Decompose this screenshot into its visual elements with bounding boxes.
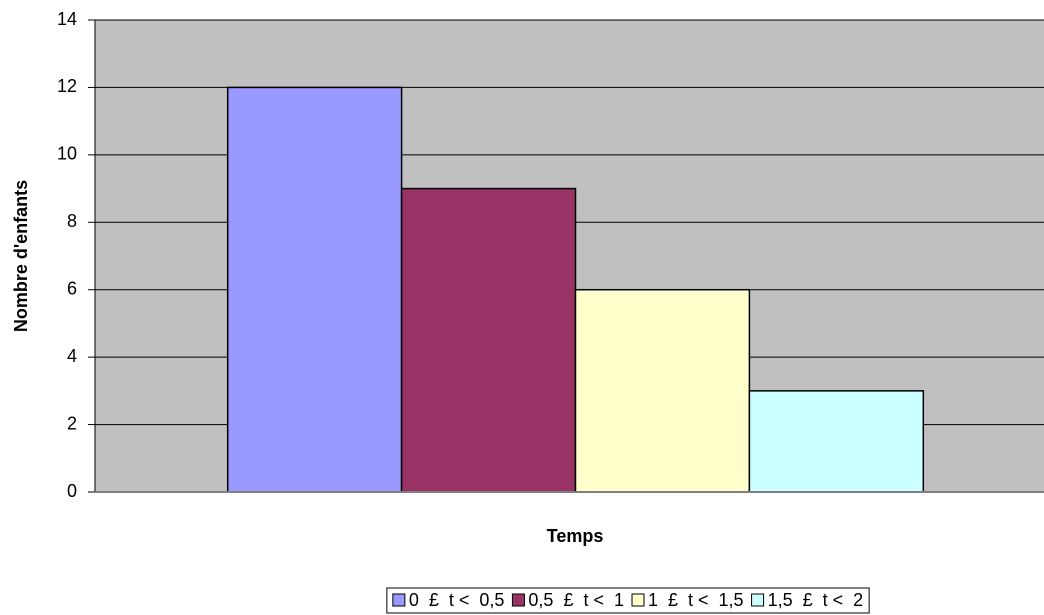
bar	[400, 187, 577, 493]
y-axis-label: Nombre d'enfants	[11, 180, 31, 332]
bar	[748, 390, 925, 493]
legend-label: 1,5 £ t < 2	[768, 590, 864, 610]
legend-label: 0,5 £ t < 1	[528, 590, 624, 610]
y-tick-label: 8	[67, 211, 77, 231]
y-tick-label: 10	[57, 144, 77, 164]
legend-swatch	[511, 593, 525, 607]
bar	[574, 288, 751, 493]
legend-swatch	[631, 593, 645, 607]
legend-label: 0 £ t < 0,5	[409, 590, 505, 610]
y-tick-label: 2	[67, 413, 77, 433]
y-tick-label: 6	[67, 278, 77, 298]
y-tick-label: 12	[57, 76, 77, 96]
legend-swatch	[751, 593, 765, 607]
y-tick-label: 0	[67, 481, 77, 501]
y-tick-label: 14	[57, 9, 77, 29]
y-tick-label: 4	[67, 346, 77, 366]
legend-box	[386, 587, 870, 614]
legend-label: 1 £ t < 1,5	[648, 590, 744, 610]
bar	[226, 86, 403, 493]
legend-swatch	[392, 593, 406, 607]
x-axis-label: Temps	[547, 526, 604, 546]
